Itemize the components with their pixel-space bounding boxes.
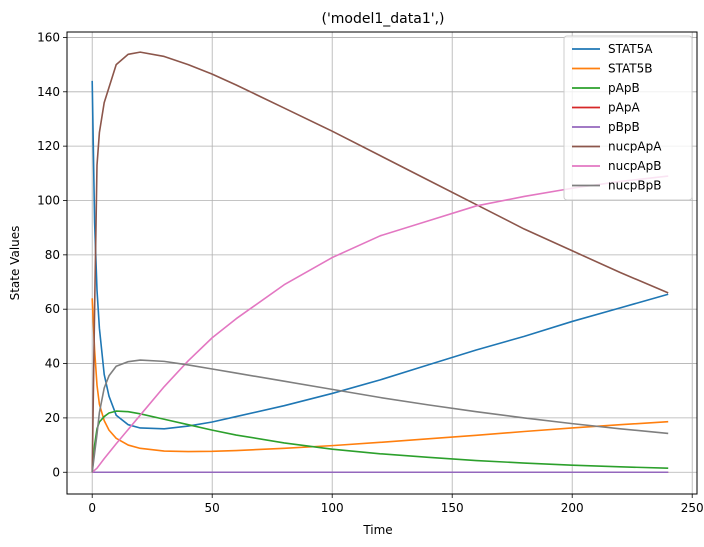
legend-entry-stat5a: STAT5A [608,42,653,56]
series-line-nucpapb [91,175,669,473]
y-tick-label: 100 [37,193,60,207]
y-tick-label: 60 [45,302,60,316]
plot-frame [66,31,698,495]
legend-entry-pbpb: pBpB [608,120,640,134]
x-tick-label: 50 [205,501,220,515]
legend-entry-stat5b: STAT5B [608,62,653,76]
y-tick-label: 40 [45,357,60,371]
y-axis-ticks: 0 20 40 60 80 100 120 140 160 [37,30,67,479]
y-tick-label: 120 [37,139,60,153]
y-axis-label: State Values [8,226,22,301]
legend-entry-papa: pApA [608,101,640,115]
series-line-papb [91,410,669,473]
series-line-nucpbpb [91,359,669,473]
series-lines [91,51,669,474]
x-axis-ticks: 0 50 100 150 200 250 [88,494,704,515]
x-tick-label: 150 [441,501,464,515]
y-tick-label: 160 [37,30,60,44]
legend-entry-nucpapb: nucpApB [608,159,661,173]
y-tick-label: 20 [45,411,60,425]
x-tick-label: 0 [88,501,96,515]
x-axis-label: Time [362,523,392,537]
series-line-stat5a [91,80,669,430]
legend: STAT5A STAT5B pApB pApA pBpB nucpApA nucpApB nu… [563,35,693,201]
legend-frame [563,35,693,201]
y-tick-label: 0 [52,465,60,479]
y-tick-label: 80 [45,248,60,262]
series-line-nucpapa [91,51,669,473]
x-tick-label: 100 [321,501,344,515]
x-tick-label: 200 [561,501,584,515]
chart-title: ('model1_data1',) [321,11,444,27]
legend-entry-papb: pApB [608,81,640,95]
x-tick-label: 250 [681,501,704,515]
series-line-stat5b [91,298,669,453]
y-tick-label: 140 [37,85,60,99]
legend-entry-nucpbpb: nucpBpB [608,179,662,193]
legend-entry-nucpapa: nucpApA [608,140,662,154]
